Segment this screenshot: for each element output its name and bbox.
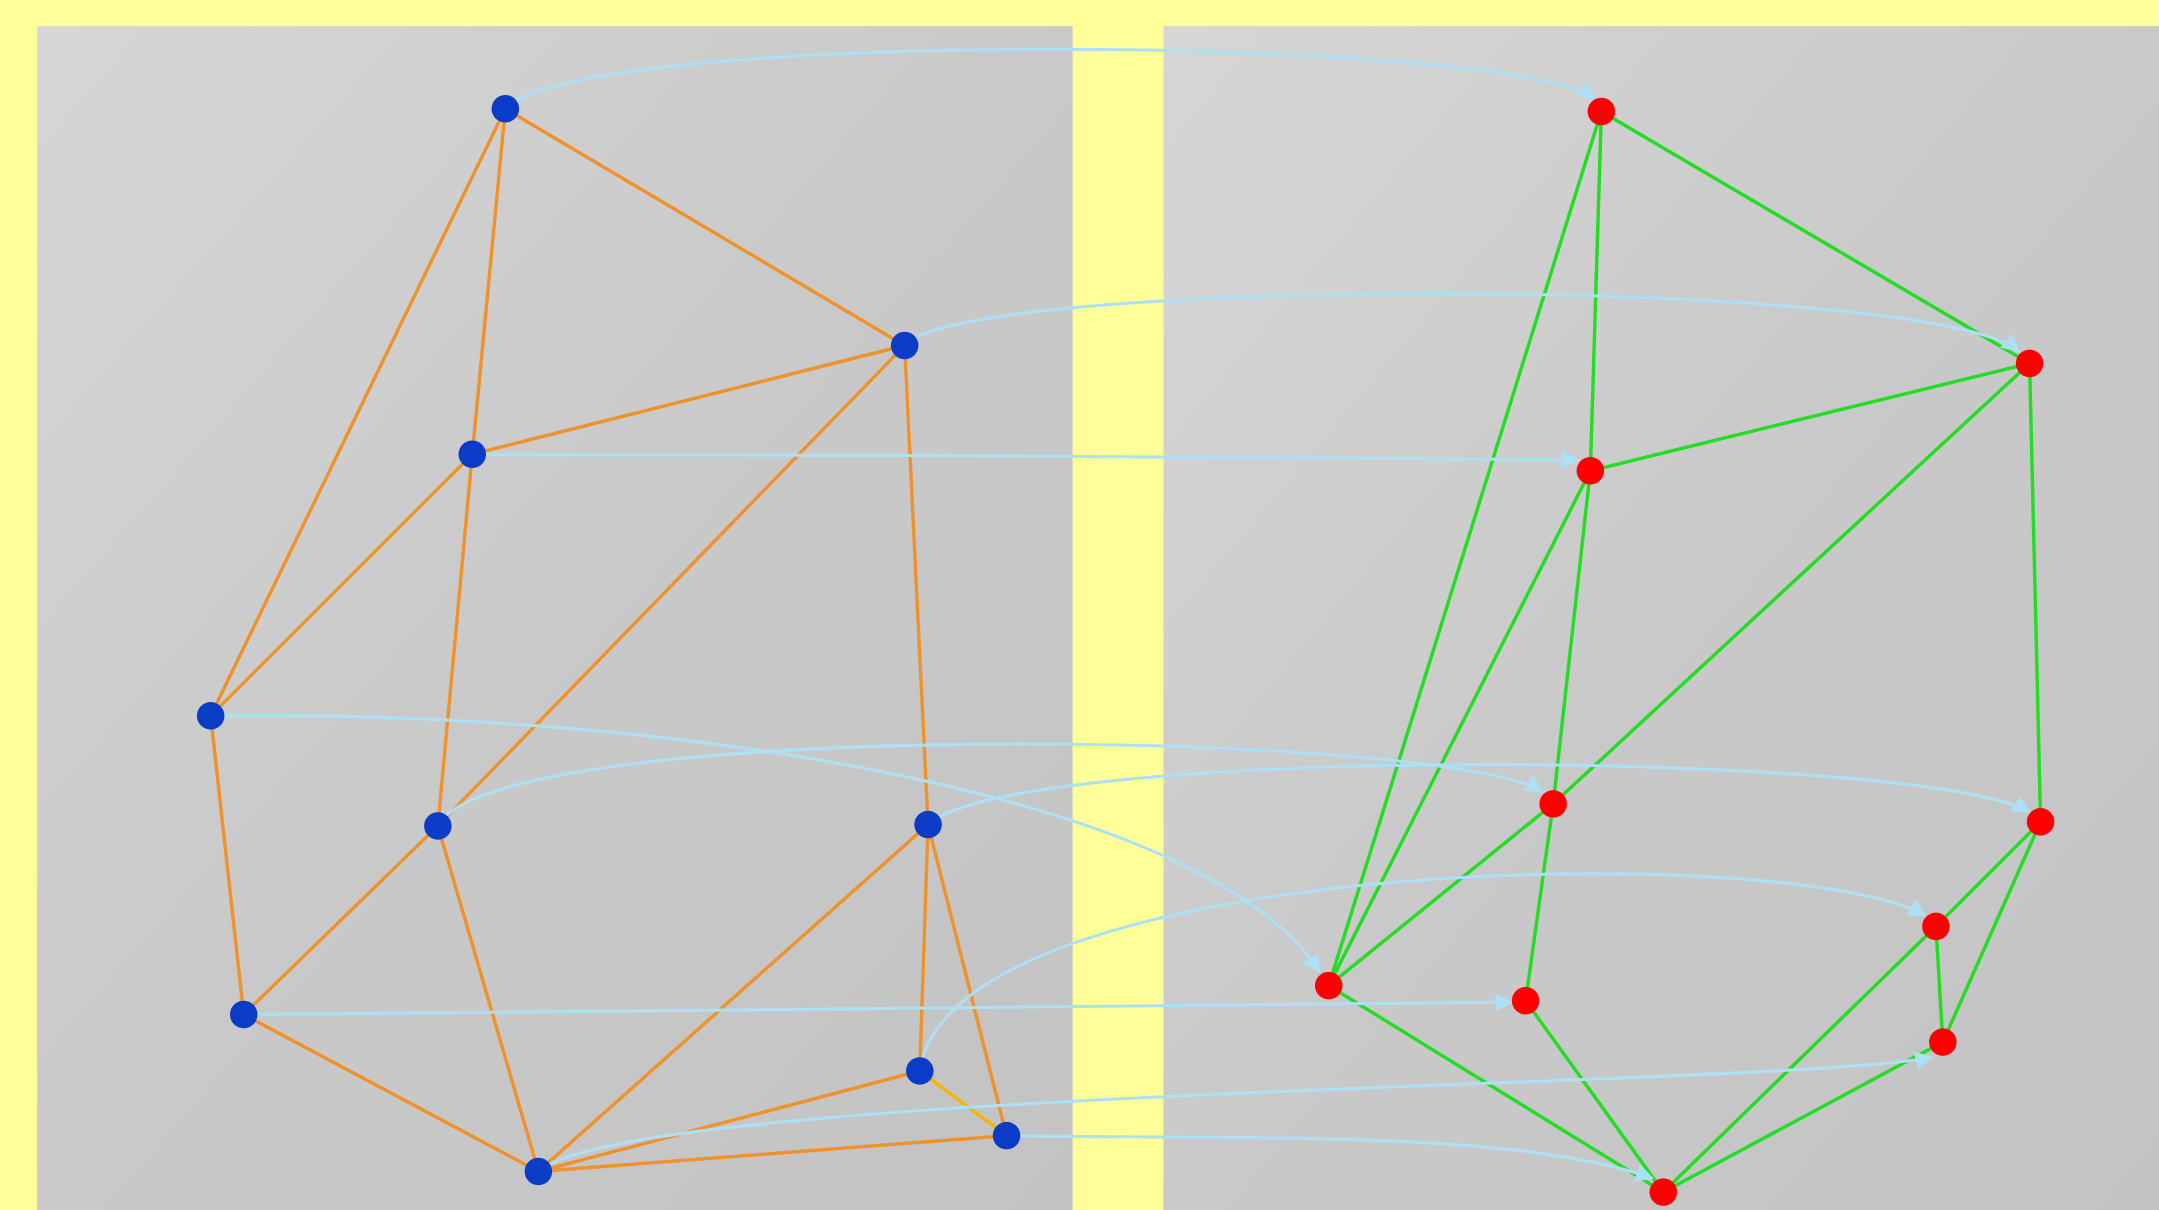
- right-node: [1511, 986, 1540, 1015]
- right-node: [1576, 457, 1605, 485]
- correspondence-arrow: [537, 1051, 1934, 1173]
- right-edge: [1327, 470, 1592, 987]
- left-edge: [436, 454, 474, 827]
- right-edge: [1327, 802, 1555, 987]
- left-node: [196, 702, 225, 730]
- right-edge: [1662, 1040, 1944, 1194]
- left-edge: [537, 823, 930, 1173]
- correspondence-arrow: [504, 47, 1596, 110]
- right-edge: [1600, 110, 2031, 365]
- right-edge: [1934, 926, 1945, 1043]
- correspondence-arrow: [472, 450, 1580, 469]
- left-edge: [436, 825, 541, 1172]
- left-node: [524, 1157, 553, 1186]
- left-edge: [537, 1069, 921, 1174]
- right-edge: [1941, 821, 2043, 1043]
- right-edge: [1524, 999, 1665, 1194]
- right-node: [2026, 808, 2055, 836]
- left-node: [914, 810, 942, 839]
- nodes: [196, 94, 2055, 1206]
- right-edge: [1662, 925, 1938, 1194]
- arrows: [210, 47, 2032, 1182]
- left-node: [458, 440, 487, 469]
- right-edge: [1551, 470, 1593, 805]
- left-edge: [926, 824, 1009, 1137]
- left-node: [992, 1121, 1021, 1150]
- correspondence-arrow: [903, 292, 2020, 353]
- left-node: [890, 331, 919, 360]
- left-edge: [538, 1133, 1007, 1174]
- left-edge: [436, 344, 906, 828]
- left-edge: [470, 108, 508, 455]
- correspondence-arrow: [436, 742, 1544, 827]
- correspondence-arrow: [243, 993, 1514, 1017]
- left-edge: [208, 715, 246, 1015]
- left-node: [229, 1000, 258, 1029]
- correspondence-arrow: [1006, 1134, 1655, 1182]
- right-node: [1929, 1028, 1957, 1056]
- right-edge: [1934, 820, 2042, 928]
- left-edge: [918, 1069, 1008, 1138]
- left-edge: [504, 107, 906, 347]
- right-node: [1539, 790, 1567, 818]
- right-edge: [2027, 363, 2043, 822]
- left-edge: [918, 824, 930, 1072]
- right-node: [1649, 1178, 1678, 1206]
- right-edge: [1588, 111, 1604, 471]
- right-edge: [1551, 362, 2031, 806]
- left-edge: [471, 343, 906, 456]
- left-node: [491, 94, 520, 123]
- left-edge: [209, 107, 507, 717]
- right-edge: [1589, 361, 2030, 473]
- right-edge: [1327, 110, 1603, 987]
- left-edge: [242, 824, 440, 1016]
- left-edge: [242, 1013, 540, 1173]
- left-node: [424, 812, 452, 840]
- right-node: [1587, 97, 1616, 126]
- left-edge: [209, 453, 474, 718]
- right-node: [2015, 349, 2044, 378]
- right-node: [1922, 912, 1950, 941]
- right-edge: [1327, 984, 1665, 1194]
- right-edge: [1523, 803, 1555, 1002]
- left-node: [906, 1057, 934, 1085]
- correspondence-arrow: [918, 872, 1927, 1072]
- right-image: [1163, 26, 2159, 1210]
- right-node: [1314, 971, 1343, 1000]
- correspondence-arrow: [927, 763, 2032, 826]
